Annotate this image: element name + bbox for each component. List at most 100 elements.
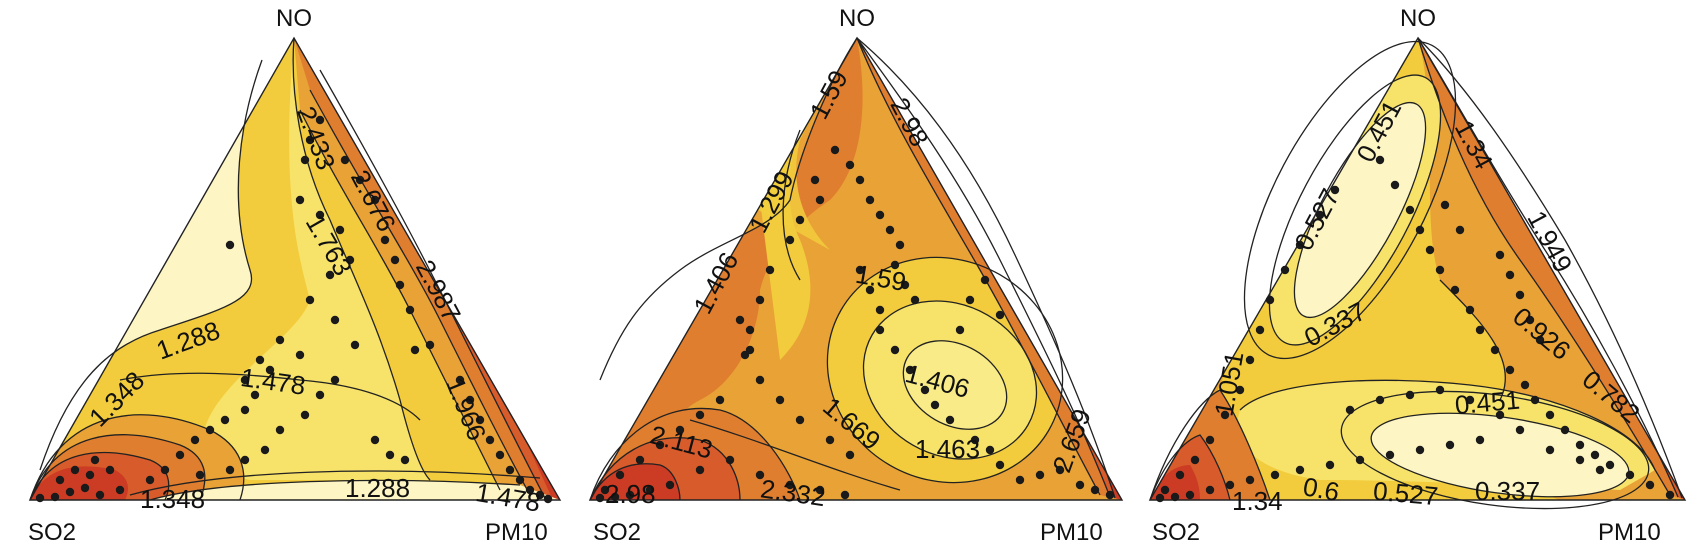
ternary-panel-3: 0.451 1.34 0.527 1.949 0.337 0.926 0.451… <box>1148 5 1687 546</box>
panel-3-data-points <box>1155 155 1675 503</box>
contour-label: 0.451 <box>1454 385 1521 421</box>
data-point <box>385 450 395 460</box>
panel-1-data-points <box>35 115 553 504</box>
data-point <box>695 410 705 420</box>
data-point <box>1270 470 1280 480</box>
data-point <box>1440 200 1450 210</box>
data-point <box>305 135 315 145</box>
vertex-label-left: SO2 <box>28 519 76 546</box>
data-point <box>190 435 200 445</box>
data-point <box>655 440 665 450</box>
data-point <box>1475 325 1485 335</box>
data-point <box>1390 180 1400 190</box>
data-point <box>485 435 495 445</box>
data-point <box>1035 470 1045 480</box>
data-point <box>275 335 285 345</box>
data-point <box>665 480 675 490</box>
data-point <box>635 455 645 465</box>
data-point <box>875 305 885 315</box>
contour-label: 1.288 <box>345 473 410 503</box>
data-point <box>900 280 910 290</box>
panel-2-triangle-frame <box>588 36 1124 501</box>
data-point <box>1515 425 1525 435</box>
contour-label: 1.463 <box>915 434 980 464</box>
data-point <box>845 160 855 170</box>
data-point <box>1505 270 1515 280</box>
data-point <box>1220 410 1230 420</box>
data-point <box>745 345 755 355</box>
data-point <box>875 325 885 335</box>
data-point <box>350 340 360 350</box>
data-point <box>795 215 805 225</box>
data-point <box>1445 440 1455 450</box>
data-point <box>325 270 335 280</box>
data-point <box>1325 460 1335 470</box>
data-point <box>195 470 205 480</box>
data-point <box>1090 485 1100 495</box>
data-point <box>1575 440 1585 450</box>
data-point <box>240 375 250 385</box>
data-point <box>1530 395 1540 405</box>
vertex-label-right: PM10 <box>485 519 548 546</box>
data-point <box>1645 480 1655 490</box>
data-point <box>615 470 625 480</box>
data-point <box>910 295 920 305</box>
data-point <box>95 490 105 500</box>
vertex-label-right: PM10 <box>1040 519 1103 546</box>
data-point <box>890 345 900 355</box>
ternary-panel-2: 1.59 2.98 1.299 1.406 1.59 1.406 1.669 1… <box>588 5 1124 546</box>
data-point <box>830 145 840 155</box>
data-point <box>390 255 400 265</box>
data-point <box>610 492 620 502</box>
data-point <box>1205 435 1215 445</box>
data-point <box>840 490 850 500</box>
data-point <box>1560 425 1570 435</box>
data-point <box>1170 492 1180 502</box>
data-point <box>1105 490 1115 500</box>
data-point <box>305 295 315 305</box>
data-point <box>543 494 553 504</box>
data-point <box>905 365 915 375</box>
data-point <box>1330 185 1340 195</box>
data-point <box>1075 480 1085 490</box>
data-point <box>775 395 785 405</box>
data-point <box>1535 335 1545 345</box>
contour-label: 1.34 <box>1232 486 1283 516</box>
data-point <box>1595 465 1605 475</box>
panel-1-filled-contours <box>30 38 560 500</box>
data-point <box>1345 405 1355 415</box>
data-point <box>745 325 755 335</box>
data-point <box>785 480 795 490</box>
data-point <box>965 295 975 305</box>
data-point <box>920 385 930 395</box>
data-point <box>275 425 285 435</box>
data-point <box>885 225 895 235</box>
data-point <box>945 415 955 425</box>
contour-label: 0.6 <box>1301 471 1342 507</box>
data-point <box>625 490 635 500</box>
data-point <box>1295 465 1305 475</box>
data-point <box>1375 395 1385 405</box>
data-point <box>1415 445 1425 455</box>
data-point <box>455 375 465 385</box>
data-point <box>465 395 475 405</box>
data-point <box>1625 470 1635 480</box>
data-point <box>930 400 940 410</box>
data-point <box>65 487 75 497</box>
data-point <box>1190 455 1200 465</box>
data-point <box>175 450 185 460</box>
contour-label: 2.98 <box>605 479 656 509</box>
data-point <box>80 483 90 493</box>
data-point <box>115 485 125 495</box>
data-point <box>495 450 505 460</box>
data-point <box>425 340 435 350</box>
vertex-label-right: PM10 <box>1598 519 1661 546</box>
data-point <box>595 493 605 503</box>
data-point <box>890 260 900 270</box>
data-point <box>725 455 735 465</box>
data-point <box>370 435 380 445</box>
data-point <box>225 240 235 250</box>
data-point <box>675 425 685 435</box>
panel-3-filled-contours <box>1150 38 1685 500</box>
data-point <box>1475 435 1485 445</box>
